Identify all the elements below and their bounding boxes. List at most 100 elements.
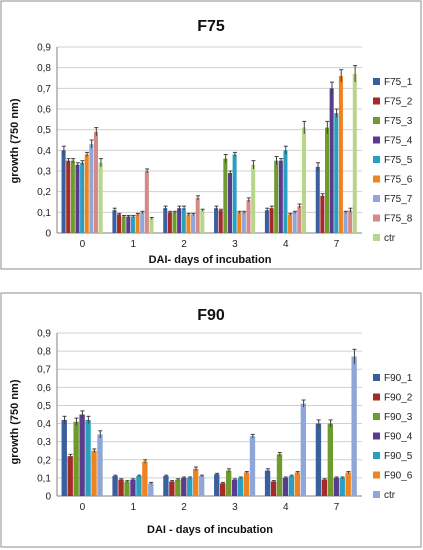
bar-F75_8-day-1 <box>144 171 149 233</box>
bar-F90_3-day-7 <box>327 423 334 496</box>
bar-F90_1-day-1 <box>112 476 118 496</box>
y-tick-label: 0,5 <box>37 125 51 136</box>
bar-F90_1-day-7 <box>315 423 322 496</box>
x-tick-label: 4 <box>283 239 289 250</box>
chart-f75-x-ticks: 0 1 2 3 4 7 <box>80 239 340 250</box>
legend-swatch-ctr <box>373 234 380 241</box>
bar-F75_8-day-7 <box>348 210 353 233</box>
legend-swatch-ctr <box>373 491 380 498</box>
bar-F75_3-day-2 <box>172 212 177 233</box>
chart-f90-x-ticks: 0 1 2 3 4 7 <box>80 502 340 513</box>
y-tick-label: 0 <box>45 229 51 240</box>
bar-F90_5-day-3 <box>237 477 244 496</box>
bar-F75_7-day-1 <box>140 212 145 233</box>
legend-label-F75_4: F75_4 <box>384 136 413 147</box>
x-tick-label: 2 <box>181 239 187 250</box>
bar-F90_2-day-0 <box>67 456 73 496</box>
legend-swatch-F90_1 <box>373 374 380 381</box>
x-tick-label: 3 <box>232 239 238 250</box>
legend-swatch-F75_3 <box>373 117 380 124</box>
bar-F75_7-day-2 <box>191 214 196 233</box>
bar-F75_7-day-3 <box>241 212 246 233</box>
legend-label-F75_6: F75_6 <box>384 175 413 186</box>
bar-F90_1-day-0 <box>61 419 67 496</box>
y-tick-label: 0,8 <box>37 63 51 74</box>
bar-F75_2-day-2 <box>167 212 172 233</box>
bar-F90_4-day-2 <box>181 477 187 496</box>
bar-F90_3-day-1 <box>124 481 130 496</box>
bar-ctr-day-4 <box>301 127 306 233</box>
bar-F75_8-day-4 <box>297 206 302 233</box>
x-tick-label: 0 <box>80 239 86 250</box>
bar-F75_4-day-1 <box>126 216 131 233</box>
bar-ctr-day-1 <box>149 218 154 233</box>
bar-ctr-day-2 <box>200 210 205 233</box>
bar-F75_6-day-2 <box>186 214 191 233</box>
legend-label-F75_2: F75_2 <box>384 97 413 108</box>
x-tick-label: 1 <box>130 502 136 513</box>
legend-swatch-F75_2 <box>373 97 380 105</box>
bar-F75_5-day-0 <box>80 162 85 233</box>
chart-f75-legend: F75_1 F75_2 F75_3 F75_4 F75_5 F75_6 F75_7 F75_8… <box>373 77 413 244</box>
chart-f90: F90 growth (750 nm) DAI - days of incuba… <box>0 292 422 548</box>
bar-F75_1-day-0 <box>61 150 66 233</box>
bar-F75_4-day-2 <box>177 208 182 233</box>
y-tick-label: 0,4 <box>37 146 51 157</box>
bar-F75_4-day-4 <box>278 160 283 233</box>
bar-F75_2-day-7 <box>320 195 325 233</box>
legend-label-F75_3: F75_3 <box>384 116 413 127</box>
legend-label-F90_1: F90_1 <box>384 373 413 384</box>
bar-F75_4-day-7 <box>329 88 334 233</box>
bar-F75_8-day-0 <box>93 131 99 233</box>
legend-swatch-F90_3 <box>373 413 380 420</box>
chart-f90-frame <box>0 292 422 548</box>
bar-F75_5-day-1 <box>130 216 135 233</box>
bar-F90_6-day-3 <box>243 472 250 496</box>
bar-F75_3-day-0 <box>70 160 75 233</box>
chart-f90-title: F90 <box>197 307 225 324</box>
bar-F75_5-day-7 <box>334 113 339 233</box>
bar-F75_6-day-3 <box>237 212 242 233</box>
bar-F75_5-day-3 <box>232 154 237 233</box>
y-tick-label: 0,6 <box>37 105 51 116</box>
x-tick-label: 7 <box>334 239 340 250</box>
x-tick-label: 1 <box>130 239 136 250</box>
legend-label-F75_5: F75_5 <box>384 155 413 166</box>
x-tick-label: 7 <box>334 502 340 513</box>
legend-swatch-F90_4 <box>373 432 380 440</box>
y-tick-label: 0,2 <box>37 187 51 198</box>
bar-F75_4-day-3 <box>227 173 233 233</box>
chart-f90-bars <box>61 348 357 496</box>
y-tick-label: 0,2 <box>37 455 51 466</box>
bar-F90_2-day-4 <box>270 481 277 496</box>
bar-F90_2-day-3 <box>220 483 226 496</box>
chart-f75-title: F75 <box>197 18 225 35</box>
y-tick-label: 0,5 <box>37 401 51 412</box>
x-tick-label: 0 <box>80 502 86 513</box>
bar-F75_8-day-2 <box>195 197 200 233</box>
bar-F90_4-day-3 <box>231 479 238 496</box>
bar-ctr-day-1 <box>148 483 154 496</box>
y-tick-label: 0,4 <box>37 419 51 430</box>
bar-F90_5-day-0 <box>85 419 91 496</box>
bar-F90_6-day-4 <box>294 472 301 496</box>
bar-F90_5-day-2 <box>187 477 193 496</box>
bar-F75_5-day-4 <box>283 150 288 233</box>
bar-F90_6-day-2 <box>193 468 199 496</box>
legend-swatch-F75_6 <box>373 175 380 183</box>
bar-F75_2-day-3 <box>218 210 223 233</box>
bar-F90_3-day-0 <box>73 421 79 496</box>
y-tick-label: 0,3 <box>37 437 51 448</box>
y-tick-label: 0,6 <box>37 383 51 394</box>
bar-F75_4-day-0 <box>75 164 80 233</box>
bar-F75_6-day-0 <box>84 154 89 233</box>
bar-ctr-day-0 <box>98 162 103 233</box>
bar-F75_3-day-1 <box>121 216 126 233</box>
bar-F75_3-day-4 <box>274 160 279 233</box>
bar-F90_4-day-0 <box>79 414 85 496</box>
bar-ctr-day-3 <box>249 436 256 496</box>
chart-f90-ylabel: growth (750 nm) <box>9 379 21 464</box>
legend-swatch-F75_8 <box>373 214 380 222</box>
